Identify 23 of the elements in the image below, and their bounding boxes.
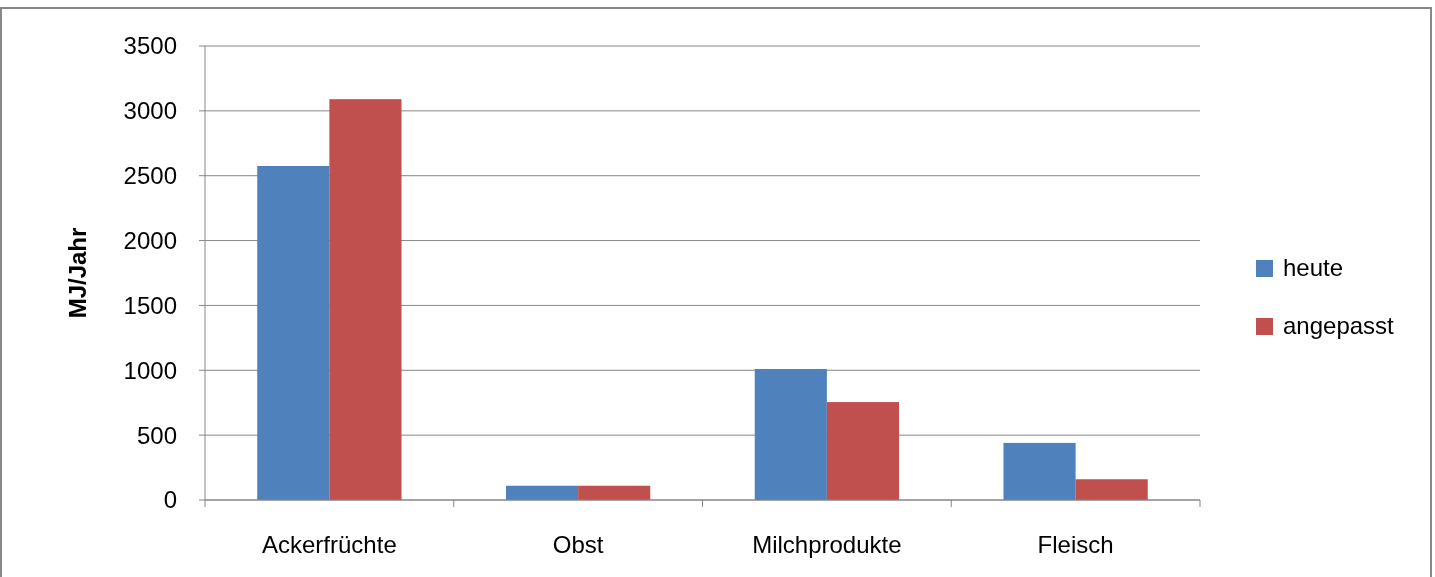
x-tick-label: Milchprodukte — [752, 531, 902, 558]
bar — [754, 368, 827, 500]
y-tick-label: 3000 — [123, 97, 177, 125]
y-tick-label: 1000 — [123, 356, 177, 384]
y-axis-title: MJ/Jahr — [64, 227, 91, 319]
y-tick-label: 500 — [136, 421, 177, 449]
legend-label: heute — [1283, 254, 1344, 282]
y-tick-label: 2000 — [123, 226, 177, 254]
y-tick-label: 0 — [163, 486, 177, 514]
y-tick-label: 2500 — [123, 162, 177, 190]
y-tick-label: 3500 — [123, 32, 177, 60]
x-tick-label: Obst — [552, 531, 604, 558]
x-tick-label: Ackerfrüchte — [262, 531, 397, 558]
bar — [257, 165, 330, 500]
y-tick-label: 1500 — [123, 291, 177, 319]
bar — [505, 485, 579, 500]
bar — [1075, 479, 1148, 500]
bar — [826, 402, 900, 500]
bar — [329, 99, 402, 500]
bar — [1003, 442, 1076, 500]
bar — [578, 485, 651, 500]
x-tick-label: Fleisch — [1037, 531, 1114, 558]
legend-label: angepasst — [1283, 312, 1395, 340]
